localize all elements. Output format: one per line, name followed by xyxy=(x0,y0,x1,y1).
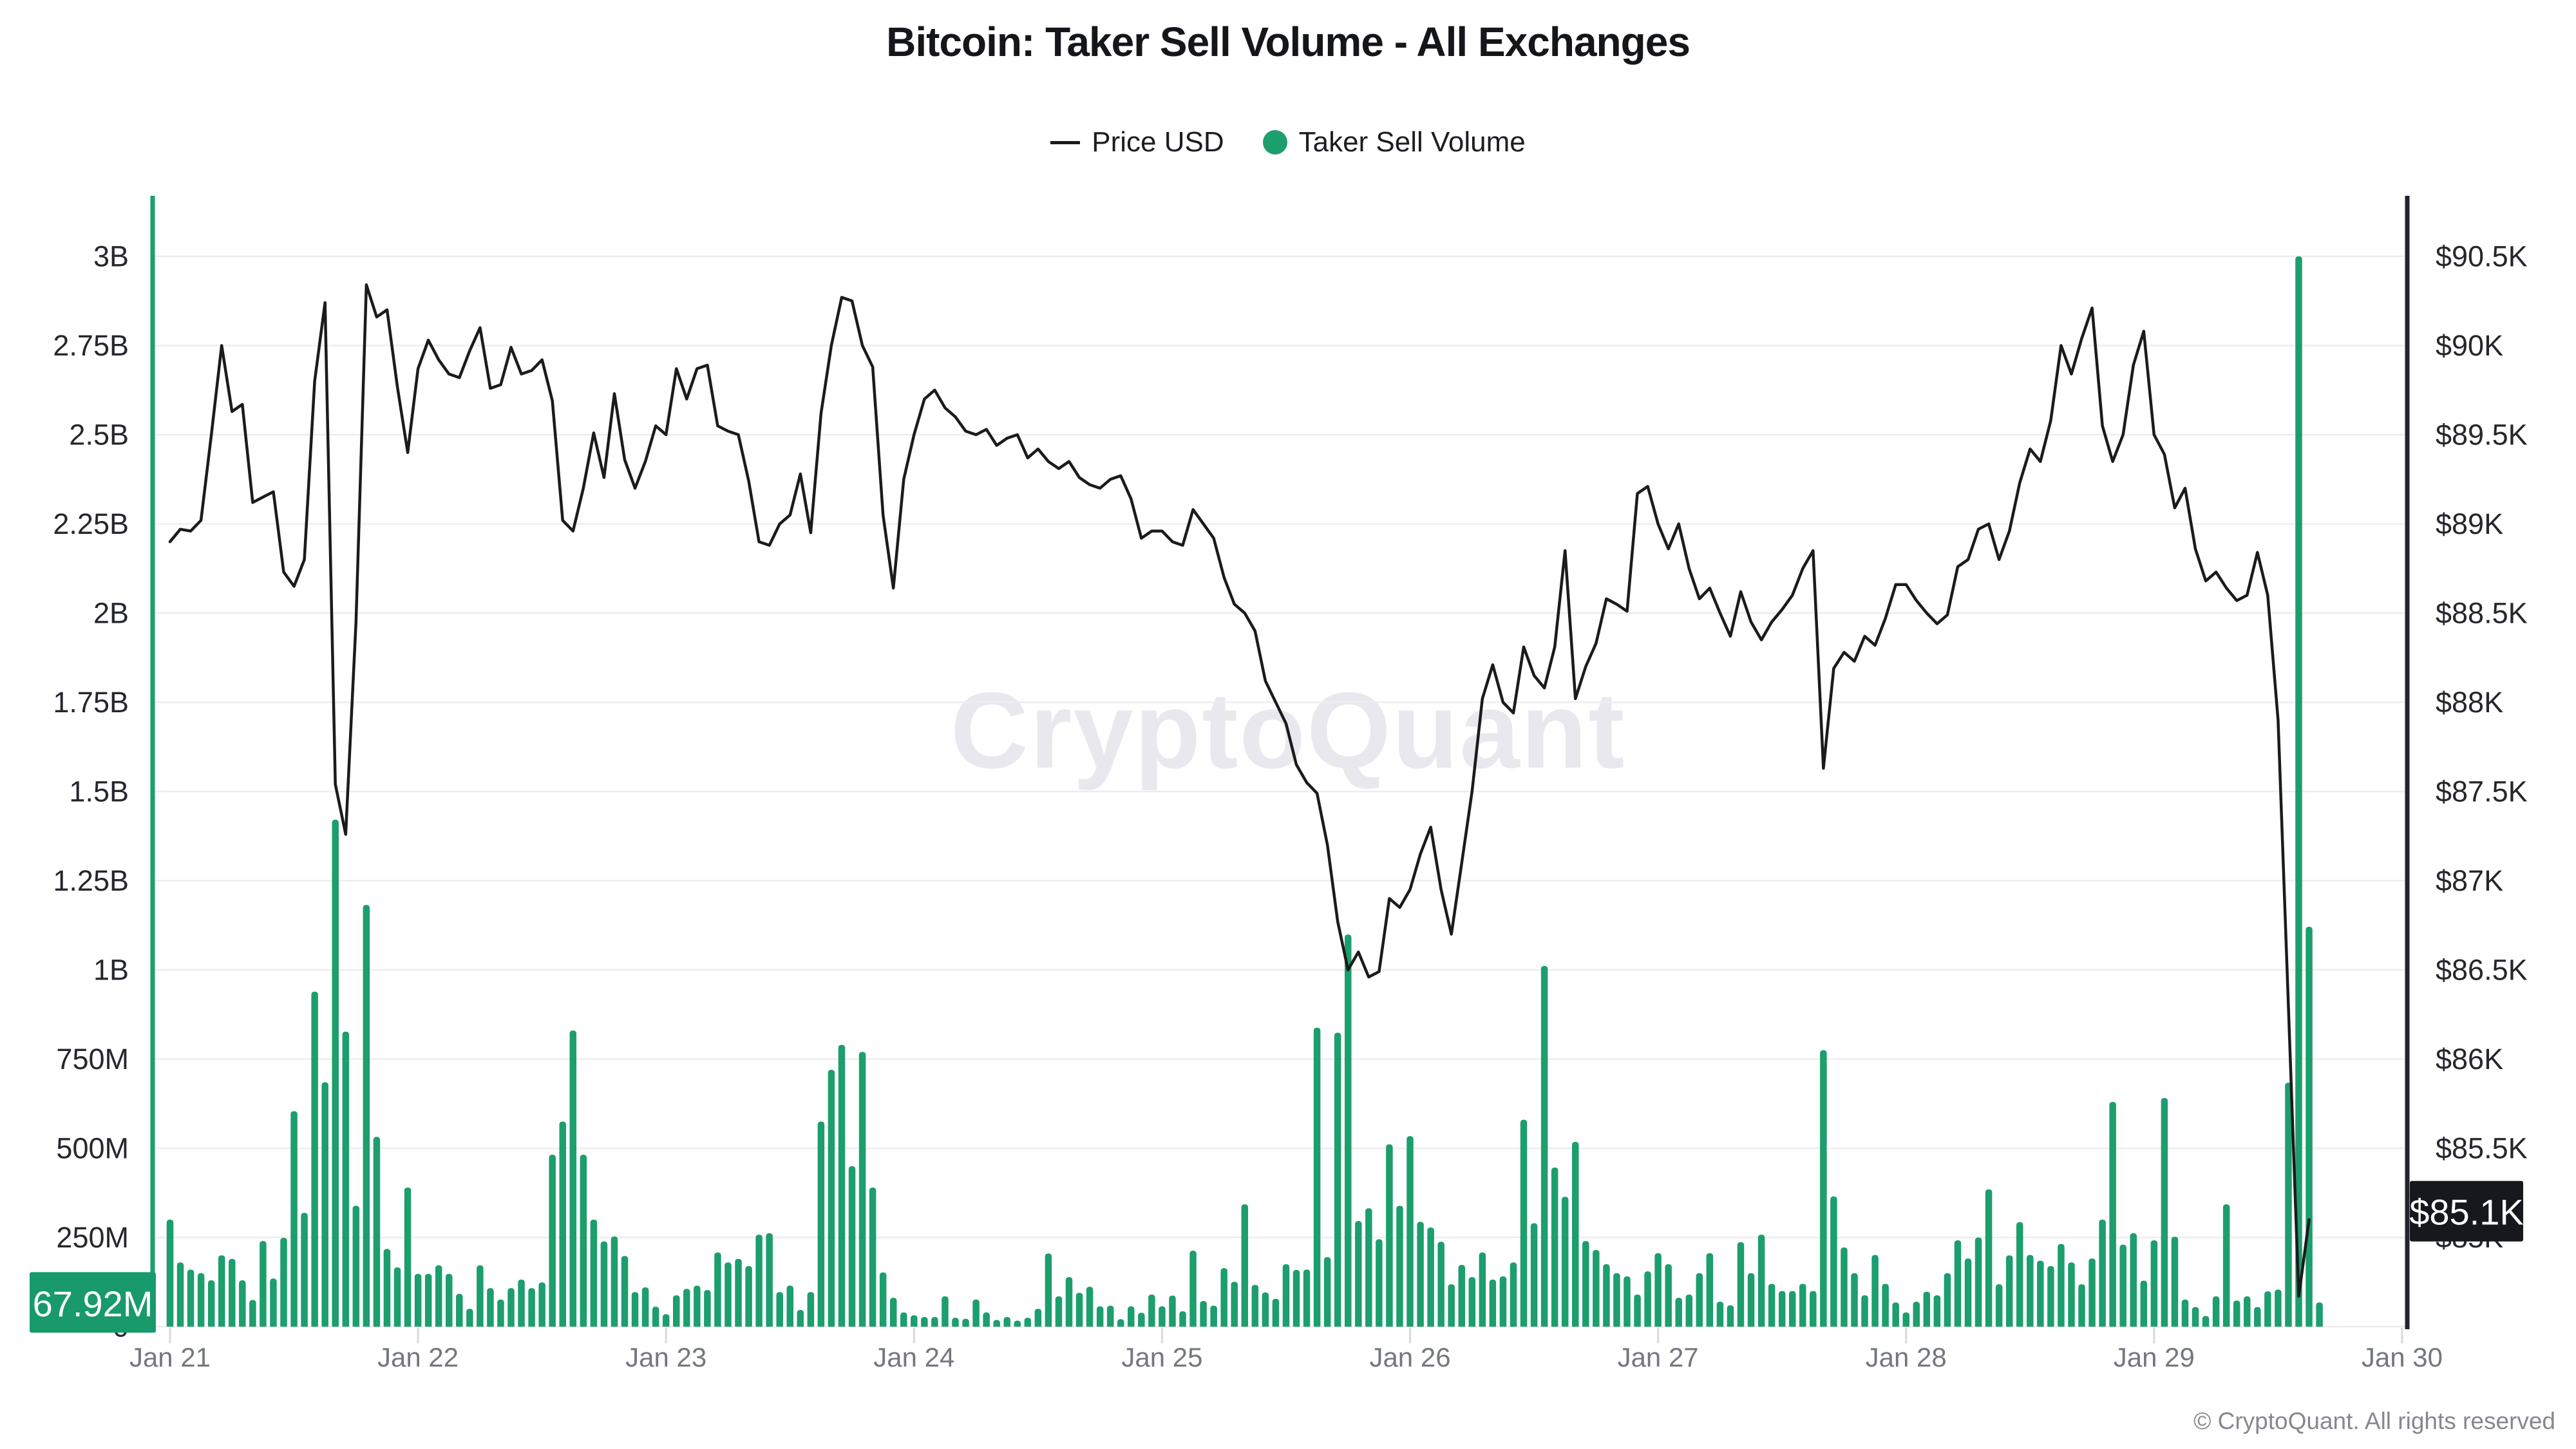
legend-label-price: Price USD xyxy=(1092,126,1224,158)
svg-text:Jan 23: Jan 23 xyxy=(625,1342,706,1372)
svg-text:750M: 750M xyxy=(56,1043,129,1075)
svg-text:$89K: $89K xyxy=(2436,507,2503,540)
legend-item-volume[interactable]: Taker Sell Volume xyxy=(1262,126,1526,158)
price-current-badge: $85.1K xyxy=(2409,1180,2524,1242)
svg-text:2.5B: 2.5B xyxy=(69,419,129,451)
svg-text:2B: 2B xyxy=(93,597,129,630)
chart-header: Bitcoin: Taker Sell Volume - All Exchang… xyxy=(0,18,2576,66)
svg-text:Jan 27: Jan 27 xyxy=(1618,1342,1699,1372)
svg-text:3B: 3B xyxy=(93,240,129,273)
gridlines xyxy=(153,255,2407,1328)
svg-text:1B: 1B xyxy=(93,954,129,987)
y-axis-right-labels: $90.5K $90K $89.5K $89K $88.5K $88K $87.5K $87K… xyxy=(2436,240,2528,1255)
svg-text:$85.1K: $85.1K xyxy=(2409,1191,2524,1232)
svg-text:$87.5K: $87.5K xyxy=(2436,775,2528,808)
svg-text:1.25B: 1.25B xyxy=(53,864,129,897)
price-line xyxy=(168,283,2311,1298)
copyright-note: © CryptoQuant. All rights reserved xyxy=(2193,1408,2555,1434)
svg-text:Jan 29: Jan 29 xyxy=(2114,1342,2195,1372)
svg-text:1.75B: 1.75B xyxy=(53,686,129,719)
svg-text:67.92M: 67.92M xyxy=(33,1283,153,1324)
svg-text:250M: 250M xyxy=(56,1221,129,1254)
svg-text:2.75B: 2.75B xyxy=(53,329,129,362)
svg-text:$88.5K: $88.5K xyxy=(2436,597,2528,630)
svg-text:Jan 24: Jan 24 xyxy=(873,1342,954,1372)
price-line-icon xyxy=(1050,140,1081,144)
chart-legend: Price USD Taker Sell Volume xyxy=(0,126,2576,158)
svg-text:$90.5K: $90.5K xyxy=(2436,240,2528,273)
x-axis-ticks xyxy=(169,1328,2403,1343)
svg-text:Jan 30: Jan 30 xyxy=(2362,1342,2443,1372)
svg-text:2.25B: 2.25B xyxy=(53,507,129,540)
svg-text:Jan 25: Jan 25 xyxy=(1121,1342,1202,1372)
svg-text:$90K: $90K xyxy=(2436,329,2503,362)
svg-text:$89.5K: $89.5K xyxy=(2436,419,2528,451)
legend-label-volume: Taker Sell Volume xyxy=(1298,126,1526,158)
volume-bars xyxy=(166,256,2323,1327)
svg-text:Jan 28: Jan 28 xyxy=(1866,1342,1947,1372)
svg-text:$86.5K: $86.5K xyxy=(2436,954,2528,987)
svg-text:$86K: $86K xyxy=(2436,1043,2503,1075)
volume-dot-icon xyxy=(1262,130,1287,155)
svg-text:$88K: $88K xyxy=(2436,686,2503,719)
legend-item-price[interactable]: Price USD xyxy=(1050,126,1224,158)
y-axis-left-labels: 3B 2.75B 2.5B 2.25B 2B 1.75B 1.5B 1.25B 1B 750M 50… xyxy=(53,240,129,1343)
svg-text:Jan 22: Jan 22 xyxy=(377,1342,459,1372)
svg-text:$87K: $87K xyxy=(2436,864,2503,897)
x-axis-labels: Jan 21 Jan 22 Jan 23 Jan 24 Jan 25 Jan 26 Jan … xyxy=(129,1342,2443,1372)
svg-text:Jan 26: Jan 26 xyxy=(1369,1342,1450,1372)
svg-text:Jan 21: Jan 21 xyxy=(129,1342,211,1372)
svg-text:1.5B: 1.5B xyxy=(69,775,129,808)
volume-current-badge: 67.92M xyxy=(30,1272,156,1333)
page-title: Bitcoin: Taker Sell Volume - All Exchang… xyxy=(886,19,1690,65)
svg-text:$85.5K: $85.5K xyxy=(2436,1132,2528,1165)
svg-text:500M: 500M xyxy=(56,1132,129,1165)
